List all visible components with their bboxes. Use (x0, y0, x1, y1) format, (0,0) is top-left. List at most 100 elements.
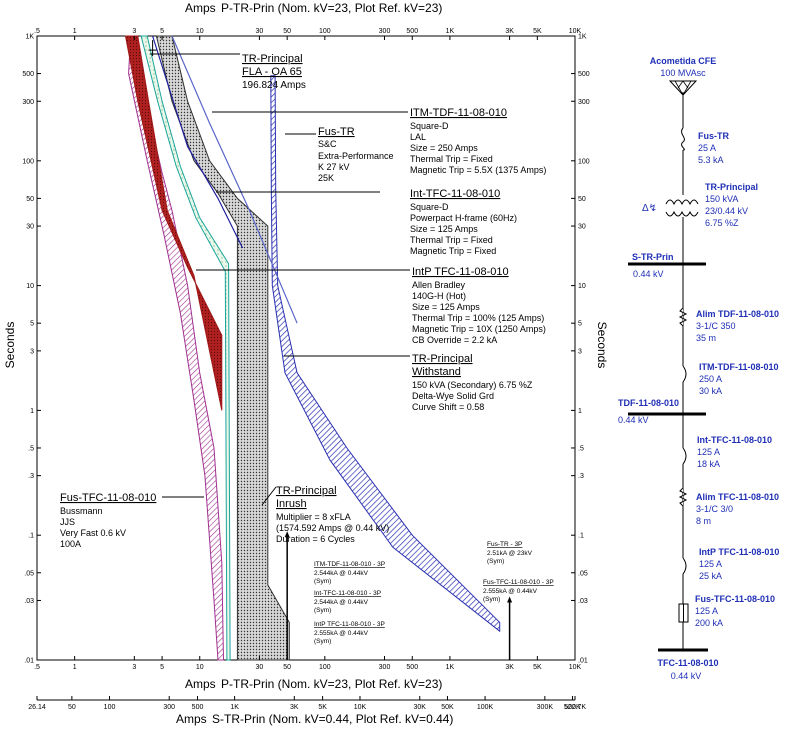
x-tick-label: 1 (73, 664, 77, 671)
y-tick-label: .1 (28, 533, 34, 540)
chart-title-bottom: P-TR-Prin (Nom. kV=23, Plot Ref. kV=23) (221, 677, 442, 691)
x-tick-label: .5 (34, 664, 40, 671)
tcc-band-fus-tr (270, 75, 501, 633)
y-tick-label: 100 (578, 158, 590, 165)
sc-label-line: (Sym) (314, 638, 331, 645)
annotation-line: Thermal Trip = Fixed (410, 235, 493, 245)
annotation-line: CB Override = 2.2 kA (412, 335, 497, 345)
x-tick-label: 30 (256, 664, 264, 671)
annotation-line: FLA - OA 65 (242, 66, 302, 78)
x-tick-label: 5 (160, 664, 164, 671)
y-tick-label: 500 (22, 71, 34, 78)
breaker3-rating: 125 A (699, 559, 722, 569)
y-tick-label: .3 (578, 473, 584, 480)
annotation-int-tfc: Int-TFC-11-08-010 Square-D Powerpact H-f… (410, 188, 517, 256)
annotation-line: Square-D (410, 121, 449, 131)
tcc-lines (152, 35, 298, 324)
annotation-line: ITM-TDF-11-08-010 (410, 107, 507, 119)
annotation-line: Withstand (412, 366, 461, 378)
y-tick-label: 30 (26, 224, 34, 231)
annotation-line: S&C (318, 139, 337, 149)
sc-label-line: 2.544kA @ 0.44kV (314, 570, 369, 577)
y-tick-label: 500 (578, 71, 590, 78)
x-tick-label: 30 (256, 28, 264, 35)
y-tick-label: 10 (578, 283, 586, 290)
plot-frame (36, 35, 576, 661)
annotation-line: IntP TFC-11-08-010 (412, 266, 509, 278)
y-tick-label: .05 (24, 570, 34, 577)
x-tick-label: 3K (505, 664, 514, 671)
y-tick-label: 10 (26, 283, 34, 290)
x-tick-label: .5 (34, 28, 40, 35)
x2-tick-label: 1K (230, 704, 239, 711)
annotation-tr-inrush: TR-Principal Inrush Multiplier = 8 xFLA … (276, 485, 389, 544)
fuse-icon (678, 603, 689, 623)
marker-tr-principal-inrush-head (284, 531, 290, 538)
tcc-band-itm-tdf-11-08-010 (155, 35, 290, 661)
annotation-line: TR-Principal (242, 53, 303, 65)
annotation-tr-withstand: TR-Principal Withstand 150 kVA (Secondar… (412, 353, 533, 412)
x-tick-label: 50 (283, 664, 291, 671)
x-tick-label: 100 (319, 28, 331, 35)
annotation-line: 25K (318, 173, 334, 183)
annotation-line: 140G-H (Hot) (412, 291, 466, 301)
annotation-line: Bussmann (60, 506, 103, 516)
bottom-amps-label: Amps (185, 677, 216, 691)
y-tick-label: 1K (25, 34, 34, 41)
annotation-line: Multiplier = 8 xFLA (276, 512, 351, 522)
sc-label-line: (Sym) (314, 607, 331, 614)
annotation-intp-tfc: IntP TFC-11-08-010 Allen Bradley 140G-H … (412, 266, 546, 345)
transformer-voltage: 23/0.44 kV (705, 206, 748, 216)
cable2-name: Alim TFC-11-08-010 (696, 492, 779, 502)
cable2-length: 8 m (696, 516, 711, 526)
cable1-size: 3-1/C 350 (696, 321, 736, 331)
breaker2-ka: 18 kA (697, 459, 720, 469)
breaker1-ka: 30 kA (699, 386, 722, 396)
annotation-line: Square-D (410, 202, 449, 212)
sc-label-line: Fus-TR - 3P (487, 541, 522, 548)
cable-icon (678, 307, 688, 327)
sc-label-line: ITM-TDF-11-08-010 - 3P (314, 561, 385, 568)
x-tick-label: 500 (406, 664, 418, 671)
annotation-line: Powerpact H-frame (60Hz) (410, 213, 517, 223)
transformer-name: TR-Principal (705, 182, 758, 192)
x-tick-label: 100 (319, 664, 331, 671)
tcc-band-intp-tfc-11-08-010 (124, 35, 223, 411)
annotation-line: Magnetic Trip = 10X (1250 Amps) (412, 324, 546, 334)
annotation-line: Magnetic Trip = 5.5X (1375 Amps) (410, 165, 546, 175)
annotation-line: Size = 250 Amps (410, 143, 478, 153)
annotation-line: Magnetic Trip = Fixed (410, 246, 496, 256)
sc-label-line: Fus-TFC-11-08-010 - 3P (483, 579, 554, 586)
tcc-band-int-tfc-11-08-010 (140, 35, 231, 661)
utility-source-icon (668, 80, 698, 96)
x2-tick-label: 3K (290, 704, 299, 711)
annotation-line: Thermal Trip = Fixed (410, 154, 493, 164)
y-tick-label: 5 (578, 321, 582, 328)
bus2-kv: 0.44 kV (618, 415, 649, 425)
bus3-name: TFC-11-08-010 (657, 658, 718, 668)
annotation-line: TR-Principal (276, 485, 337, 497)
x-tick-label: 1K (446, 664, 455, 671)
y-tick-label: .01 (24, 658, 34, 665)
fuse2-rating: 125 A (695, 606, 718, 616)
bus1-name: S-TR-Prin (632, 252, 674, 262)
fuse2-ka: 200 kA (695, 618, 723, 628)
sc-label-line: 2.544kA @ 0.44kV (314, 599, 369, 606)
annotation-line: TR-Principal (412, 353, 473, 365)
transformer-kva: 150 kVA (705, 194, 738, 204)
sc-label-line: 2.555kA @ 0.44kV (314, 630, 369, 637)
chart-title-top: P-TR-Prin (Nom. kV=23, Plot Ref. kV=23) (221, 1, 442, 15)
y-tick-label: .1 (578, 533, 584, 540)
annotation-itm: ITM-TDF-11-08-010 Square-D LAL Size = 25… (410, 107, 546, 175)
annotation-line: Inrush (276, 498, 307, 510)
breaker-icon (680, 447, 688, 465)
breaker1-name: ITM-TDF-11-08-010 (699, 362, 779, 372)
annotation-line: 100A (60, 539, 81, 549)
y-tick-label: 50 (578, 196, 586, 203)
x-tick-label: 5K (533, 664, 542, 671)
y-tick-label: 300 (578, 99, 590, 106)
x2-tick-label: 26.14 (28, 704, 46, 711)
y-axis-title-left: Seconds (3, 322, 17, 369)
x-tick-label: 1 (73, 28, 77, 35)
